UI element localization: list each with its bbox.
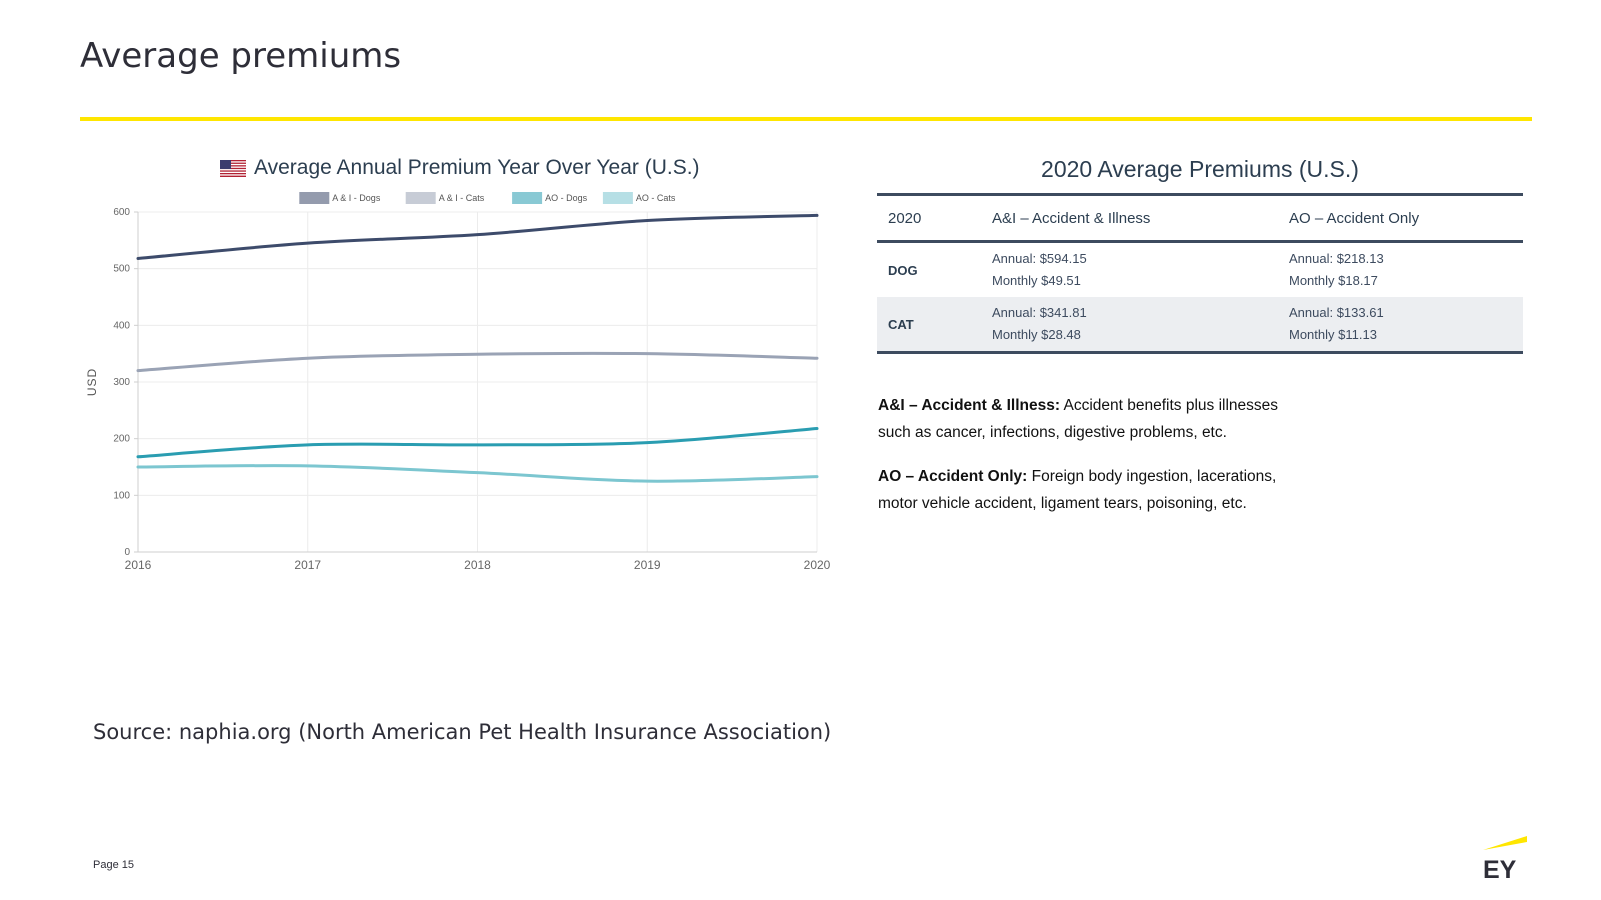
x-tick-label: 2018 bbox=[464, 558, 491, 572]
y-tick-label: 0 bbox=[124, 547, 130, 558]
y-tick-label: 500 bbox=[113, 264, 130, 275]
series-line-3 bbox=[136, 464, 819, 483]
series-line-1 bbox=[136, 351, 819, 373]
x-tick-label: 2017 bbox=[294, 558, 321, 572]
cat-ai-monthly: Monthly $28.48 bbox=[992, 327, 1081, 342]
cat-ai-annual: Annual: $341.81 bbox=[992, 305, 1087, 320]
page-title: Average premiums bbox=[80, 36, 402, 76]
y-tick-label: 300 bbox=[113, 377, 130, 388]
cat-ao-monthly: Monthly $11.13 bbox=[1289, 327, 1377, 342]
table-row-dog: DOG Annual: $594.15 Monthly $49.51 Annua… bbox=[877, 242, 1523, 298]
x-tick-label: 2020 bbox=[804, 558, 831, 572]
y-axis-label: USD bbox=[85, 368, 99, 396]
y-tick-label: 100 bbox=[113, 490, 130, 501]
dog-ai-monthly: Monthly $49.51 bbox=[992, 273, 1081, 288]
chart-title: Average Annual Premium Year Over Year (U… bbox=[220, 156, 700, 180]
definition-ao: AO – Accident Only: Foreign body ingesti… bbox=[878, 463, 1278, 517]
row-label-dog: DOG bbox=[888, 262, 918, 278]
table-header-ai: A&I – Accident & Illness bbox=[981, 193, 1278, 243]
legend-label-2: AO - Dogs bbox=[545, 193, 588, 203]
table-header-ao: AO – Accident Only bbox=[1278, 193, 1523, 243]
source-note: Source: naphia.org (North American Pet H… bbox=[93, 720, 832, 744]
chart-title-text: Average Annual Premium Year Over Year (U… bbox=[254, 156, 700, 179]
line-chart: 0 100 200 300 400 500 600 2016 2017 2018 2019 2020 U… bbox=[85, 192, 831, 572]
row-label-cat: CAT bbox=[877, 297, 981, 354]
cell-cat-ao: Annual: $133.61 Monthly $11.13 bbox=[1278, 297, 1523, 354]
dog-ai-annual: Annual: $594.15 bbox=[992, 251, 1087, 266]
premium-table: 2020 A&I – Accident & Illness AO – Accid… bbox=[877, 193, 1523, 354]
cat-ao-annual: Annual: $133.61 bbox=[1289, 305, 1384, 320]
definition-ao-text: Foreign body ingestion, lacerations, mot… bbox=[878, 468, 1277, 512]
y-tick-label: 200 bbox=[113, 434, 130, 445]
page-number: Page 15 bbox=[93, 859, 134, 871]
table-row-cat: CAT Annual: $341.81 Monthly $28.48 Annua… bbox=[877, 297, 1523, 354]
ey-logo: EY bbox=[1483, 836, 1527, 880]
series-line-2 bbox=[136, 426, 819, 459]
definitions: A&I – Accident & Illness: Accident benef… bbox=[878, 392, 1278, 534]
svg-text:EY: EY bbox=[1483, 856, 1517, 880]
title-divider bbox=[80, 117, 1532, 121]
dog-ao-monthly: Monthly $18.17 bbox=[1289, 273, 1378, 288]
x-tick-label: 2016 bbox=[125, 558, 152, 572]
definition-ai-text: Accident benefits plus illnesses such as… bbox=[878, 397, 1279, 441]
legend-swatch-1 bbox=[405, 192, 436, 204]
dog-ao-annual: Annual: $218.13 bbox=[1289, 251, 1384, 266]
legend-swatch-2 bbox=[512, 192, 543, 204]
legend-swatch-3 bbox=[602, 192, 633, 204]
cell-dog-ai: Annual: $594.15 Monthly $49.51 bbox=[981, 242, 1278, 298]
table-header-year: 2020 bbox=[877, 193, 981, 243]
definition-ao-term: AO – Accident Only: bbox=[878, 468, 1028, 485]
us-flag-icon bbox=[220, 159, 246, 177]
cell-dog-ao: Annual: $218.13 Monthly $18.17 bbox=[1278, 242, 1523, 298]
legend-label-3: AO - Cats bbox=[636, 193, 676, 203]
definition-ai: A&I – Accident & Illness: Accident benef… bbox=[878, 392, 1278, 446]
series-line-0 bbox=[136, 213, 819, 260]
legend-label-1: A & I - Cats bbox=[439, 193, 485, 203]
legend-label-0: A & I - Dogs bbox=[332, 193, 381, 203]
cell-cat-ai: Annual: $341.81 Monthly $28.48 bbox=[981, 297, 1278, 354]
table-title: 2020 Average Premiums (U.S.) bbox=[1041, 156, 1359, 182]
legend-swatch-0 bbox=[299, 192, 330, 204]
x-tick-label: 2019 bbox=[634, 558, 661, 572]
y-tick-label: 600 bbox=[113, 207, 130, 218]
y-tick-label: 400 bbox=[113, 320, 130, 331]
definition-ai-term: A&I – Accident & Illness: bbox=[878, 397, 1061, 414]
table-header-row: 2020 A&I – Accident & Illness AO – Accid… bbox=[877, 193, 1523, 243]
